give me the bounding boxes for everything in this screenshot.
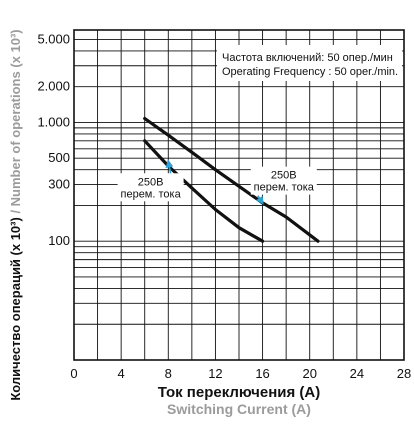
x-tick-label: 12 [208,366,222,381]
series-label-line-1: 250В [138,176,164,188]
x-tick-label: 0 [70,366,77,381]
series-line-2 [143,116,320,243]
y-axis-label: Количество операций (x 10³) / Number of … [8,29,23,400]
y-axis-label-en: Number of operations (x 10³) [8,29,23,206]
y-axis-label-en-prefix: / [8,206,23,217]
x-tick-label: 16 [255,366,269,381]
y-tick-label: 2.000 [37,79,70,94]
series-label-line-2: перем. тока [254,182,315,194]
series-line-1 [143,139,265,243]
plot-frame [73,29,405,361]
grid [74,30,404,360]
series-label-line-1: 250В [271,170,297,182]
y-axis-label-ru: Количество операций (x 10³) [8,217,23,400]
series-label-arrow [255,195,264,205]
x-tick-label: 20 [302,366,316,381]
series-label-bg [117,173,184,202]
x-tick-label: 28 [397,366,411,381]
x-tick-label: 24 [350,366,364,381]
annotation-line-2: Operating Frequency : 50 oper./min. [222,66,398,78]
annotation-line-1: Частота включений: 50 опер./мин [222,52,393,64]
series-lines [143,116,320,243]
y-tick-labels: 5.000 2.000 1.000 500 300 100 [37,31,70,248]
y-tick-label: 5.000 [37,31,70,46]
x-axis-label: Ток переключения (A) [158,384,321,401]
x-tick-labels: 0 4 8 12 16 20 24 28 [70,366,411,381]
y-tick-label: 1.000 [37,114,70,129]
series-label-line-2: перем. тока [121,188,182,200]
y-tick-label: 300 [48,177,70,192]
x-axis-label-en: Switching Current (A) [167,401,311,417]
y-tick-label: 100 [48,233,70,248]
x-tick-label: 4 [118,366,125,381]
y-tick-label: 500 [48,150,70,165]
annotation-box: Частота включений: 50 опер./мин Operatin… [217,45,402,81]
series-label-arrow [165,159,174,174]
series-label-bg [250,166,317,195]
x-tick-label: 8 [165,366,172,381]
